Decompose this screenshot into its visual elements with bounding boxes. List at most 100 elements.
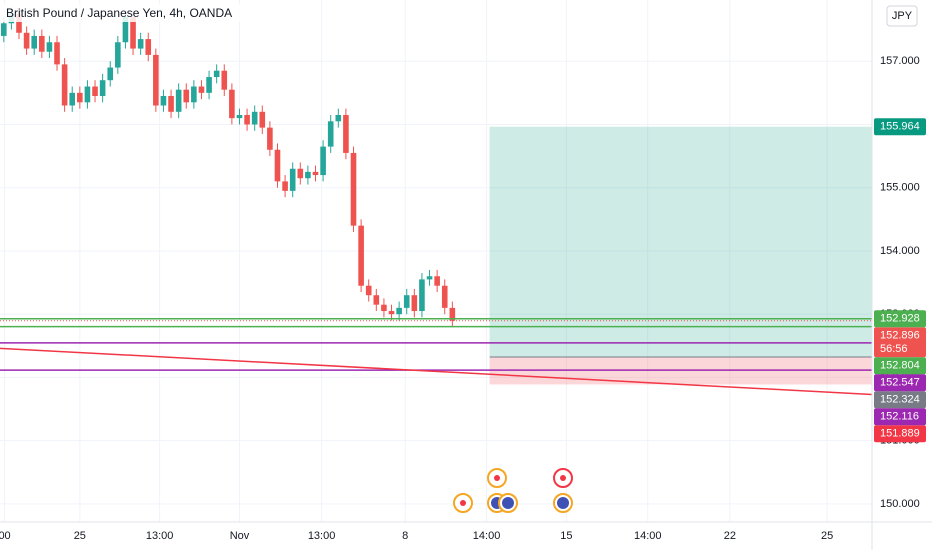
trendline xyxy=(0,347,873,396)
candle-body xyxy=(419,279,425,312)
x-tick-label: 14:00 xyxy=(473,530,501,542)
x-tick-label: Nov xyxy=(230,530,250,542)
candle-body xyxy=(107,67,114,81)
price-badge xyxy=(874,310,926,328)
candle-body xyxy=(373,295,380,305)
candle-body xyxy=(259,111,266,128)
candle-body xyxy=(23,32,30,49)
candle-body xyxy=(434,276,440,286)
currency[interactable]: JPY xyxy=(892,10,913,22)
candle-body xyxy=(365,285,372,296)
y-tick-label: 155.000 xyxy=(880,182,920,194)
price-badge-label: 151.889 xyxy=(880,428,920,440)
x-tick-label: 13:00 xyxy=(308,530,336,542)
candle-body xyxy=(191,86,197,103)
x-tick-label: 14:00 xyxy=(634,530,662,542)
x-tick-label: 22 xyxy=(724,530,736,542)
candle-body xyxy=(297,168,304,179)
candle-body xyxy=(39,35,45,52)
chart-title: British Pound / Japanese Yen, 4h, OANDA xyxy=(6,6,232,20)
candle-body xyxy=(16,13,22,33)
candle-body xyxy=(426,276,433,280)
candle-body xyxy=(251,111,258,125)
price-badge-label: 152.896 xyxy=(880,330,920,342)
candle-body xyxy=(388,311,395,315)
x-tick-label: 25 xyxy=(74,530,86,542)
price-badge xyxy=(874,118,926,136)
price-badge-label: 152.547 xyxy=(880,377,920,389)
candle-body xyxy=(244,114,250,125)
candle-body xyxy=(122,16,129,43)
price-badge xyxy=(874,425,926,443)
candle-body xyxy=(350,152,357,226)
price-badge xyxy=(874,357,926,375)
event-icons xyxy=(453,468,573,513)
candle-body xyxy=(46,42,53,52)
candle-body xyxy=(175,89,182,112)
price-badge xyxy=(874,408,926,426)
candle-body xyxy=(441,285,448,308)
candle-body xyxy=(145,39,152,55)
y-tick-label: 154.000 xyxy=(880,245,920,257)
profit-zone xyxy=(489,126,872,357)
title-bg xyxy=(0,4,240,22)
candle-body xyxy=(221,70,228,90)
candle-body xyxy=(69,92,76,106)
candle-body xyxy=(61,64,68,106)
candle-body xyxy=(343,114,349,153)
candle-body xyxy=(153,54,159,106)
candle-body xyxy=(77,92,83,103)
price-badge xyxy=(874,327,926,358)
candle-body xyxy=(381,304,387,312)
candle-body xyxy=(92,86,98,97)
candle-body xyxy=(99,80,106,97)
candle-body xyxy=(305,171,311,179)
price-badge-label: 155.964 xyxy=(880,121,920,133)
candle-body xyxy=(31,35,38,49)
price-badge-label: 152.324 xyxy=(880,394,920,406)
candle-body xyxy=(396,307,402,315)
candle-body xyxy=(236,114,243,119)
candle-body xyxy=(198,86,205,93)
price-badge xyxy=(874,374,926,392)
price-badge-label: 152.116 xyxy=(880,411,919,423)
candle-body xyxy=(403,295,410,308)
candle-body xyxy=(54,42,60,65)
candle-body xyxy=(229,89,235,119)
zones xyxy=(489,126,872,385)
candle-body xyxy=(168,96,174,112)
candle-body xyxy=(267,127,273,150)
candle-body xyxy=(335,114,342,122)
candle-body xyxy=(327,121,334,147)
x-tick-label: 13:00 xyxy=(146,530,174,542)
candle-body xyxy=(1,23,7,36)
x-tick-label: 15 xyxy=(560,530,572,542)
candle-body xyxy=(160,96,167,106)
candle-body xyxy=(213,70,220,78)
candle-body xyxy=(183,89,190,103)
price-badge-label: 152.804 xyxy=(880,360,920,372)
price-badge-label: 152.928 xyxy=(880,313,920,325)
candle-body xyxy=(137,39,144,49)
y-tick-label: 157.000 xyxy=(880,55,920,67)
candle-body xyxy=(320,146,326,176)
candle-body xyxy=(282,181,288,191)
plot xyxy=(0,7,873,396)
countdown: 56:56 xyxy=(880,343,908,355)
x-tick-label: 8 xyxy=(402,530,408,542)
y-tick-label: 150.000 xyxy=(880,498,920,510)
price-badge xyxy=(874,391,926,409)
candle-body xyxy=(84,86,91,103)
candle-body xyxy=(289,168,296,191)
candle-body xyxy=(206,77,212,93)
candle-body xyxy=(411,295,418,312)
candle-body xyxy=(115,42,121,68)
candle-body xyxy=(130,16,136,49)
candle-body xyxy=(312,171,319,176)
currency-box[interactable] xyxy=(886,5,918,27)
candle-body xyxy=(449,307,456,321)
grid xyxy=(0,0,872,522)
x-tick-label: 00 xyxy=(0,530,11,542)
